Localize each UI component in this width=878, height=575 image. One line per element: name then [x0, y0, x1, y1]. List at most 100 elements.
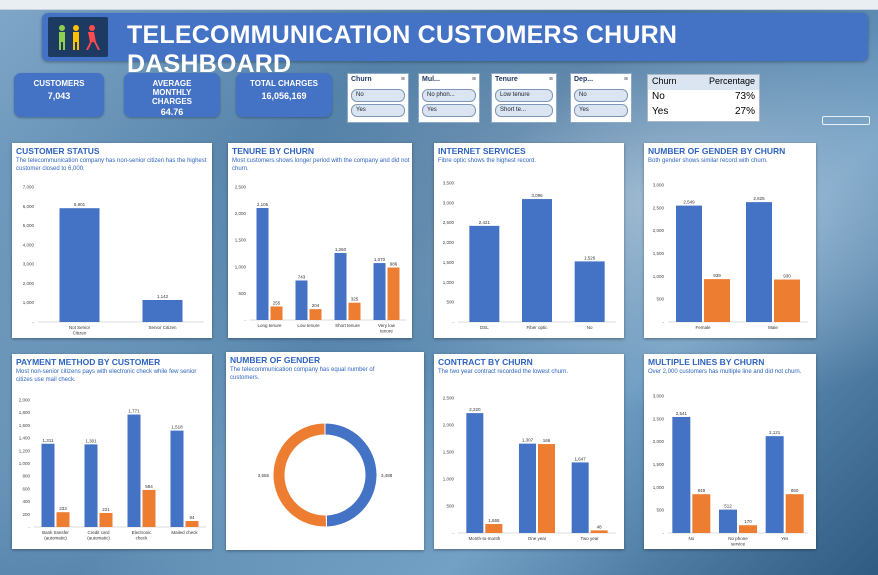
bar — [142, 489, 156, 527]
bar — [270, 306, 283, 320]
data-label: 221 — [102, 507, 110, 512]
bar — [41, 443, 55, 527]
x-tick-label: Bank transfer (automatic) — [42, 530, 69, 541]
data-label: 743 — [298, 274, 306, 279]
chart-title: NUMBER OF GENDER — [230, 355, 321, 365]
slicer-item[interactable]: Short te... — [495, 104, 553, 117]
x-tick-label: Electronic check — [132, 530, 153, 541]
slicer-item[interactable]: No — [351, 89, 405, 102]
x-tick-label: Short tenure — [335, 323, 360, 328]
chart-multiple-lines: MULTIPLE LINES BY CHURN Over 2,000 custo… — [644, 354, 816, 549]
y-tick-label: 500 — [446, 504, 454, 509]
chart-title: CONTRACT BY CHURN — [438, 357, 533, 367]
x-tick-label: Fiber optic — [526, 325, 548, 330]
y-tick-label: 3,000 — [653, 394, 665, 399]
slicer-item[interactable]: No phon... — [422, 89, 476, 102]
filter-icon[interactable]: ≡ — [471, 76, 476, 83]
bar — [571, 462, 589, 533]
y-tick-label: 7,000 — [23, 185, 35, 190]
kpi-average-monthly-charges: AVERAGE MONTHLY CHARGES 64.76 — [124, 73, 220, 117]
y-tick-label: 1,500 — [443, 260, 455, 265]
data-label: 5,901 — [74, 202, 86, 207]
y-tick-label: 2,000 — [653, 439, 665, 444]
y-tick-label: 3,000 — [443, 200, 455, 205]
x-tick-label: Male — [768, 325, 778, 330]
bar — [387, 267, 400, 320]
y-tick-label: 1,400 — [19, 436, 31, 441]
y-tick-label: 2,500 — [653, 416, 665, 421]
x-tick-label: No — [688, 536, 694, 541]
kpi-value: 7,043 — [47, 91, 71, 101]
filter-icon[interactable]: ≡ — [400, 76, 405, 83]
y-tick-label: 2,500 — [653, 205, 665, 210]
bar — [170, 430, 184, 527]
data-label: 1,301 — [85, 438, 97, 443]
kpi-label: TOTAL CHARGES — [249, 79, 318, 88]
chart-tenure-by-churn: TENURE BY CHURN Most customers shows lon… — [228, 143, 412, 338]
chart-title: MULTIPLE LINES BY CHURN — [648, 357, 765, 367]
data-label: 3,488 — [381, 473, 393, 478]
data-label: 233 — [59, 506, 67, 511]
data-label: 325 — [351, 297, 359, 302]
kpi-value: 16,056,169 — [261, 91, 307, 101]
y-tick-label: - — [663, 320, 665, 325]
slicer-item[interactable]: No — [574, 89, 628, 102]
y-tick-label: 3,500 — [443, 181, 455, 186]
slicer-multiple-lines[interactable]: Mul... ≡ No phon... Yes — [418, 73, 480, 123]
y-tick-label: 1,000 — [19, 461, 31, 466]
chart-subtitle: Most non-senior citizens pays with elect… — [16, 369, 197, 383]
chart-subtitle: Over 2,000 customers has multiple line a… — [648, 369, 802, 375]
y-tick-label: 3,000 — [23, 262, 35, 267]
slicer-item[interactable]: Yes — [422, 104, 476, 117]
y-tick-label: - — [29, 525, 31, 530]
chart-svg: - 500 1,000 1,500 2,000 2,500 2,220 1,655 Month-… — [443, 396, 616, 541]
kpi-label: AVERAGE MONTHLY CHARGES — [151, 79, 192, 106]
y-tick-label: 400 — [22, 499, 30, 504]
bar — [704, 279, 730, 322]
chart-title: CUSTOMER STATUS — [16, 146, 100, 156]
bar — [522, 199, 552, 322]
data-label: 1,518 — [171, 425, 183, 430]
table-header: Churn Percentage — [648, 75, 759, 90]
slicer-dependents[interactable]: Dep... ≡ No Yes — [570, 73, 632, 123]
y-tick-label: 2,000 — [235, 211, 247, 216]
bar — [127, 414, 141, 527]
y-tick-label: - — [453, 531, 455, 536]
chart-subtitle: Fibre optic shows the highest record. — [438, 158, 537, 164]
chart-subtitle: Both gender shows similar record with ch… — [648, 158, 768, 164]
slicer-item[interactable]: Low tenure — [495, 89, 553, 102]
y-tick-label: 3,000 — [653, 183, 665, 188]
data-label: 850 — [791, 488, 799, 493]
bar — [676, 205, 702, 322]
bar — [466, 413, 484, 533]
data-label: 2,121 — [769, 430, 781, 435]
slicer-churn[interactable]: Churn ≡ No Yes — [347, 73, 409, 123]
chart-gender-by-churn: NUMBER OF GENDER BY CHURN Both gender sh… — [644, 143, 816, 338]
bar — [373, 263, 386, 320]
chart-subtitle: The telecommunication company has equal … — [230, 367, 375, 381]
slicer-item[interactable]: Yes — [574, 104, 628, 117]
y-tick-label: 1,500 — [235, 238, 247, 243]
x-tick-label: Female — [695, 325, 711, 330]
y-tick-label: 2,000 — [23, 281, 35, 286]
y-tick-label: 1,600 — [19, 423, 31, 428]
table-cell: Yes — [652, 106, 669, 117]
filter-icon[interactable]: ≡ — [548, 76, 553, 83]
slicer-title: Churn ≡ — [351, 76, 405, 83]
y-tick-label: 200 — [22, 512, 30, 517]
pie-slice — [272, 422, 328, 528]
slicer-item[interactable]: Yes — [351, 104, 405, 117]
slicer-tenure[interactable]: Tenure ≡ Low tenure Short te... — [491, 73, 557, 123]
data-label: 2,541 — [676, 411, 688, 416]
chart-svg: - 500 1,000 1,500 2,000 2,500 3,000 2,549 939 Fem… — [653, 183, 808, 330]
filter-icon[interactable]: ≡ — [623, 76, 628, 83]
y-tick-label: 2,000 — [443, 423, 455, 428]
data-label: 1,142 — [157, 294, 169, 299]
chart-subtitle: The two year contract recorded the lowes… — [438, 369, 569, 375]
x-tick-label: No phone service — [728, 536, 748, 547]
y-tick-label: 800 — [22, 474, 30, 479]
y-tick-label: 2,500 — [443, 220, 455, 225]
y-tick-label: - — [453, 320, 455, 325]
data-label: 1,647 — [575, 456, 587, 461]
data-label: 2,220 — [469, 407, 481, 412]
